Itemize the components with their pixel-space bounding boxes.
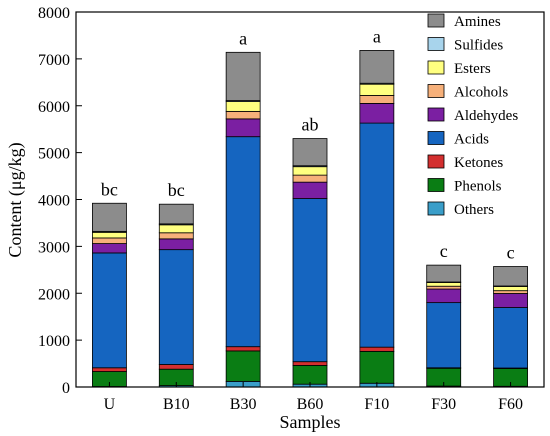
legend: Amines Sulfides Esters Alcohols Aldehydes Aci… xyxy=(427,13,518,218)
bar-segment-alcohols-u xyxy=(92,237,127,244)
bar-segment-amines-b10 xyxy=(158,203,194,225)
bar-segment-phenols-b30 xyxy=(225,350,261,382)
bar-segment-aldehydes-b10 xyxy=(158,238,194,251)
bar-segment-esters-b30 xyxy=(225,101,261,112)
bar-segment-phenols-f10 xyxy=(359,350,395,384)
bar-segment-alcohols-b60 xyxy=(292,174,328,183)
bar-segment-esters-b10 xyxy=(158,224,194,234)
y-tick-label: 2000 xyxy=(38,286,70,303)
significance-label-f60: c xyxy=(507,243,515,263)
bar-segment-acids-b60 xyxy=(292,198,328,363)
legend-swatch-phenols xyxy=(427,178,445,192)
bar-segment-aldehydes-f30 xyxy=(426,288,462,304)
bar-segment-amines-f60 xyxy=(493,266,528,287)
bar-segment-acids-b10 xyxy=(158,249,194,365)
y-tick-label: 0 xyxy=(62,380,70,397)
legend-label-alcohols: Alcohols xyxy=(454,85,508,101)
legend-label-esters: Esters xyxy=(454,61,491,77)
significance-label-b60: ab xyxy=(302,115,319,135)
bar-segment-amines-b60 xyxy=(292,138,328,167)
bar-segment-alcohols-f10 xyxy=(359,95,395,104)
bar-segment-acids-f10 xyxy=(359,122,395,348)
bar-segment-esters-f10 xyxy=(359,83,395,96)
y-tick-label: 6000 xyxy=(38,99,70,116)
x-tick-label: U xyxy=(104,396,116,413)
legend-swatch-sulfides xyxy=(427,37,445,51)
bar-segment-ketones-f10 xyxy=(359,346,395,352)
y-tick-label: 3000 xyxy=(38,239,70,256)
legend-label-others: Others xyxy=(454,202,494,218)
y-tick-label: 1000 xyxy=(38,333,70,350)
bar-segment-ketones-u xyxy=(92,367,127,372)
bar-segment-aldehydes-u xyxy=(92,243,127,254)
bar-segment-aldehydes-f10 xyxy=(359,103,395,124)
x-tick-label: B60 xyxy=(297,396,324,413)
bar-segment-amines-f10 xyxy=(359,50,395,84)
bar-segment-amines-b30 xyxy=(225,51,261,101)
bar-segment-ketones-b10 xyxy=(158,364,194,370)
x-tick-label: B30 xyxy=(230,396,257,413)
bar-segment-acids-u xyxy=(92,252,127,369)
bar-segment-alcohols-b10 xyxy=(158,232,194,240)
bar-segment-aldehydes-b30 xyxy=(225,118,261,138)
x-tick-label: F10 xyxy=(364,396,389,413)
x-axis-title: Samples xyxy=(280,412,341,432)
axes-layer: U B10 B30 B60 F10 F30 F60 0 1000 2000 3000 4000 5000… xyxy=(38,5,545,413)
bar-segment-amines-f30 xyxy=(426,264,462,283)
bar-segment-esters-b60 xyxy=(292,166,328,176)
legend-swatch-esters xyxy=(427,60,445,75)
bar-segment-aldehydes-b60 xyxy=(292,181,328,199)
legend-label-ketones: Ketones xyxy=(454,155,503,171)
y-tick-label: 4000 xyxy=(38,193,70,210)
bar-segment-acids-f60 xyxy=(493,307,528,369)
significance-label-b30: a xyxy=(239,28,247,48)
legend-label-aldehydes: Aldehydes xyxy=(454,108,518,124)
bar-segment-phenols-b60 xyxy=(292,365,328,385)
bar-segment-alcohols-b30 xyxy=(225,110,261,120)
bar-segment-acids-f30 xyxy=(426,302,462,369)
legend-swatch-ketones xyxy=(427,154,445,169)
bar-segment-amines-u xyxy=(92,202,127,232)
bar-segment-ketones-b60 xyxy=(292,361,328,366)
legend-label-sulfides: Sulfides xyxy=(454,38,503,54)
significance-label-u: bc xyxy=(101,179,118,199)
y-tick-label: 7000 xyxy=(38,52,70,69)
bar-segment-acids-b30 xyxy=(225,136,261,348)
legend-swatch-aldehydes xyxy=(427,107,445,122)
bar-segment-ketones-b30 xyxy=(225,346,261,352)
bar-segment-esters-f60 xyxy=(493,286,528,292)
bar-segment-esters-u xyxy=(92,231,127,239)
legend-swatch-others xyxy=(427,201,445,216)
y-axis-title: Content (μg/kg) xyxy=(5,142,26,257)
bar-segment-esters-f30 xyxy=(426,282,462,287)
legend-label-phenols: Phenols xyxy=(454,179,502,195)
x-tick-label: F60 xyxy=(498,396,523,413)
y-tick-label: 8000 xyxy=(38,5,70,22)
significance-label-b10: bc xyxy=(168,180,185,200)
y-tick-label: 5000 xyxy=(38,146,70,163)
legend-swatch-alcohols xyxy=(427,84,445,98)
legend-swatch-acids xyxy=(427,131,445,145)
legend-swatch-amines xyxy=(427,13,445,28)
significance-label-f30: c xyxy=(440,241,448,261)
x-tick-label: F30 xyxy=(431,396,456,413)
bar-segment-alcohols-f30 xyxy=(426,285,462,290)
significance-label-f10: a xyxy=(373,26,381,46)
x-tick-label: B10 xyxy=(163,396,190,413)
bars-layer: bc bc a ab a c c xyxy=(92,26,528,388)
legend-label-amines: Amines xyxy=(454,14,501,30)
legend-label-acids: Acids xyxy=(454,132,489,148)
bar-segment-aldehydes-f60 xyxy=(493,293,528,308)
bar-segment-alcohols-f60 xyxy=(493,290,528,294)
